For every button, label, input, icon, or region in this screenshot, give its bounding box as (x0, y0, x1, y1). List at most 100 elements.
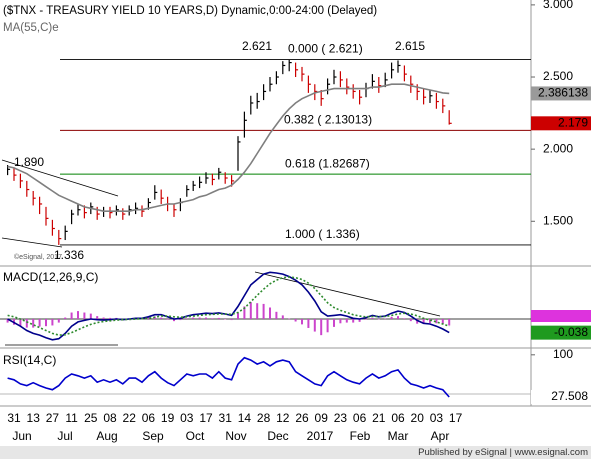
price-label: 1.890 (14, 155, 44, 169)
histogram-bar (352, 318, 355, 323)
signal-line (7, 276, 450, 336)
ma-line (7, 83, 450, 212)
histogram-bar (38, 318, 41, 327)
histogram-bar (160, 317, 163, 319)
histogram-bar (243, 306, 246, 319)
histogram-bar (230, 318, 233, 321)
histogram-bar (32, 318, 35, 328)
histogram-bar (416, 318, 419, 324)
histogram-bar (281, 315, 284, 319)
x-tick-label: 25 (84, 411, 98, 425)
y-tick-label: 1.500 (543, 213, 573, 227)
histogram-bar (64, 317, 67, 319)
histogram-bar (365, 318, 367, 320)
x-tick-label: 17 (449, 411, 463, 425)
histogram-bar (409, 318, 412, 322)
histogram-value-box (531, 310, 591, 322)
histogram-bar (179, 318, 182, 321)
histogram-bar (19, 318, 22, 327)
x-tick-label: 03 (430, 411, 444, 425)
x-tick-label: 28 (257, 411, 271, 425)
value-box (531, 389, 591, 404)
price-label: 2.621 (242, 39, 272, 53)
footer: Published by eSignal | www.esignal.com (418, 447, 588, 458)
value-box-label: 27.508 (551, 389, 588, 403)
y-tick-label: 2.000 (543, 141, 573, 155)
histogram-bar (339, 318, 342, 324)
x-tick-label: 21 (372, 411, 386, 425)
x-tick-label: 23 (334, 411, 348, 425)
trend-line (254, 271, 441, 317)
histogram-bar (102, 317, 105, 319)
histogram-bar (384, 318, 387, 320)
month-label: Sep (142, 429, 164, 443)
histogram-bar (45, 318, 47, 327)
x-tick-label: 13 (27, 411, 41, 425)
x-tick-label: 06 (142, 411, 156, 425)
histogram-bar (147, 317, 150, 319)
x-tick-label: 11 (65, 411, 78, 425)
histogram-bar (237, 312, 239, 319)
histogram-bar (371, 317, 374, 319)
x-tick-label: 08 (103, 411, 117, 425)
x-tick-label: 06 (391, 411, 405, 425)
histogram-bar (326, 318, 329, 333)
month-label: 2017 (307, 429, 334, 443)
histogram-bar (77, 311, 79, 319)
x-tick-label: 26 (295, 411, 309, 425)
month-label: Feb (350, 429, 371, 443)
histogram-bar (51, 318, 54, 326)
level-label: 0.382 ( 2.13013) (284, 113, 372, 127)
histogram-bar (262, 303, 265, 319)
month-label: Jun (12, 429, 31, 443)
histogram-bar (422, 318, 425, 325)
x-tick-label: 31 (7, 411, 21, 425)
histogram-bar (205, 317, 207, 319)
rsi-line (7, 356, 450, 398)
histogram-bar (217, 317, 220, 319)
value-box (531, 325, 591, 340)
histogram-bar (198, 317, 201, 319)
value-box (531, 116, 591, 131)
value-box-label: -0.038 (554, 325, 588, 339)
chart-title: ($TNX - TREASURY YIELD 10 YEARS,D) Dynam… (3, 5, 377, 17)
month-label: Aug (96, 429, 117, 443)
y-tick-label: 100 (553, 347, 573, 361)
x-tick-label: 06 (353, 411, 367, 425)
legend-entry: MA(55,C)e (3, 22, 59, 34)
histogram-bar (429, 318, 431, 323)
histogram-bar (313, 318, 316, 332)
histogram-bar (397, 316, 399, 319)
month-label: Mar (388, 429, 409, 443)
x-tick-label: 19 (161, 411, 175, 425)
x-tick-label: 20 (411, 411, 425, 425)
value-box (531, 86, 591, 101)
panel-title: MACD(12,26,9,C) (3, 270, 98, 284)
month-label: Oct (186, 429, 205, 443)
x-tick-label: 14 (238, 411, 252, 425)
histogram-bar (288, 318, 291, 320)
histogram-bar (275, 311, 278, 319)
price-label: 1.336 (54, 248, 84, 262)
histogram-bar (403, 318, 406, 319)
y-tick-label: 3.000 (543, 0, 573, 11)
trend-line (1, 159, 119, 197)
histogram-bar (25, 318, 28, 328)
histogram-bar (269, 307, 271, 319)
annotation: ©eSignal, 2017 (14, 253, 62, 261)
level-label: 0.000 ( 2.621) (288, 42, 363, 56)
level-label: 1.000 ( 1.336) (285, 227, 360, 241)
price-label: 2.615 (395, 39, 425, 53)
panel-title: RSI(14,C) (3, 353, 56, 367)
histogram-bar (192, 317, 195, 319)
histogram-bar (307, 318, 310, 328)
level-label: 0.618 (1.82687) (285, 156, 370, 170)
histogram-bar (441, 318, 444, 325)
histogram-bar (435, 318, 438, 324)
footer-bar (0, 446, 591, 459)
x-tick-label: 27 (46, 411, 60, 425)
histogram-bar (377, 318, 380, 320)
month-label: Apr (431, 429, 450, 443)
x-tick-label: 12 (276, 411, 290, 425)
